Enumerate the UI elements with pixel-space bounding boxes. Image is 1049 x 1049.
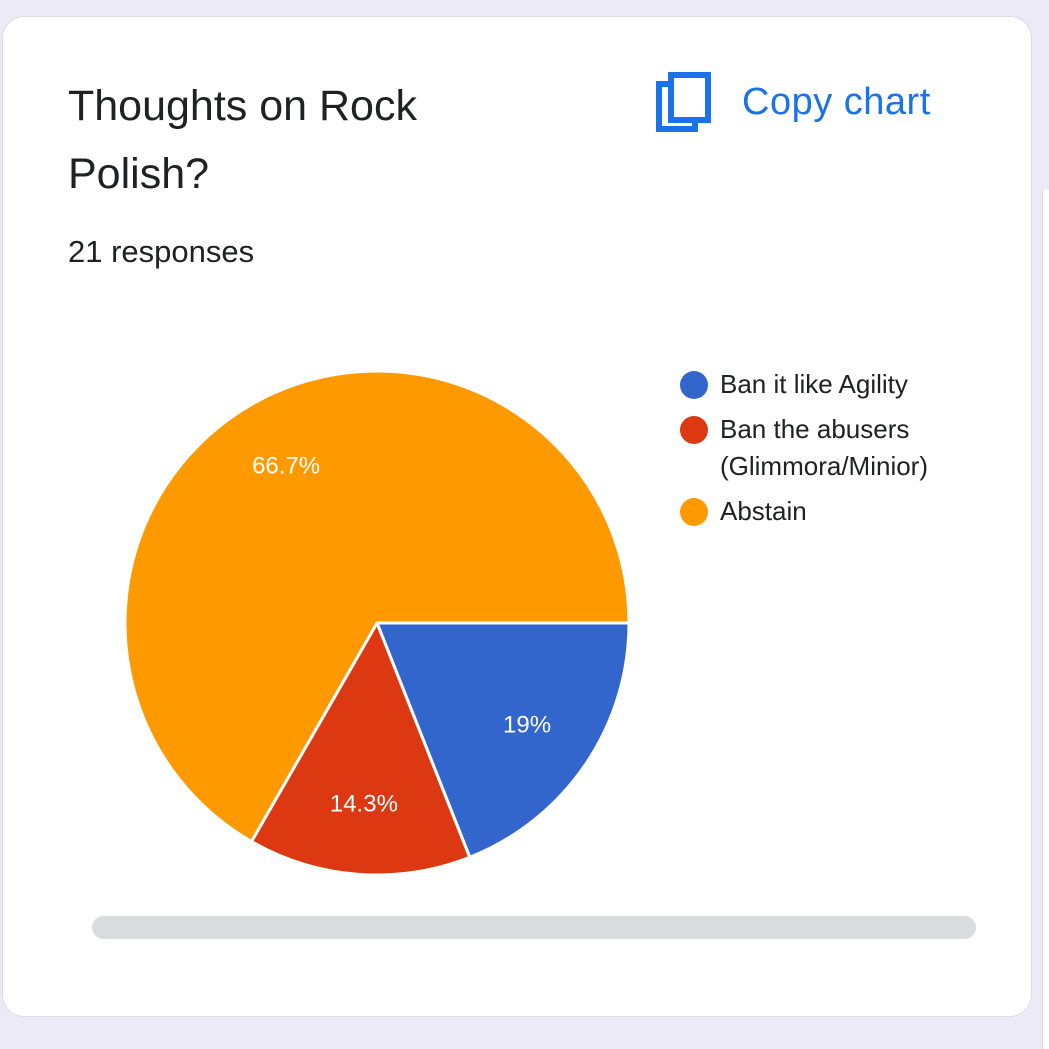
legend-label: Ban it like Agility — [720, 369, 908, 399]
pie-slice — [123, 369, 631, 844]
horizontal-scrollbar[interactable] — [92, 916, 976, 939]
copy-chart-label: Copy chart — [742, 80, 931, 123]
copy-chart-button[interactable]: Copy chart — [656, 70, 931, 134]
slice-percent-label: 14.3% — [330, 790, 398, 817]
legend-dot — [680, 498, 708, 526]
legend-label: Ban the abusers (Glimmora/Minior) — [720, 414, 928, 481]
pie-slice — [375, 621, 631, 859]
slice-percent-label: 19% — [503, 711, 551, 738]
copy-icon — [656, 72, 711, 132]
pie-slice — [249, 621, 472, 877]
slice-percent-label: 66.7% — [252, 452, 320, 479]
legend-label: Abstain — [720, 496, 807, 526]
chart-legend: Ban it like Agility Ban the abusers (Gli… — [680, 366, 980, 538]
legend-item-ban-abusers: Ban the abusers (Glimmora/Minior) — [680, 411, 980, 485]
legend-item-abstain: Abstain — [680, 493, 980, 530]
legend-dot — [680, 371, 708, 399]
question-title: Thoughts on Rock Polish? — [68, 82, 417, 198]
legend-dot — [680, 416, 708, 444]
legend-item-ban-agility: Ban it like Agility — [680, 366, 980, 403]
response-count: 21 responses — [68, 234, 255, 269]
next-card-edge — [1042, 190, 1049, 1049]
